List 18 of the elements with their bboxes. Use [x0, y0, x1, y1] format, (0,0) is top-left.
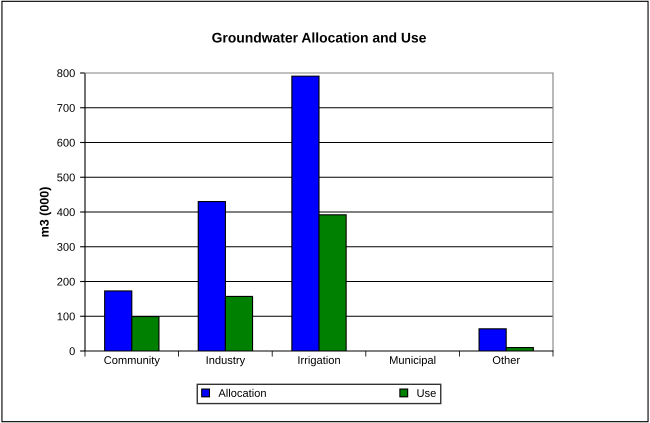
y-tick-label: 700	[57, 104, 75, 112]
y-tick-label: 600	[57, 138, 75, 147]
y-tick-label: 800	[57, 69, 75, 78]
y-tick-label: 300	[57, 243, 75, 251]
y-tick-label: 400	[56, 208, 75, 216]
y-tick-label: 100	[58, 312, 75, 320]
x-tick-label: Community	[104, 356, 160, 366]
legend-label: Use	[417, 389, 436, 397]
x-tick-label: Other	[492, 356, 520, 364]
x-tick-label: Industry	[206, 356, 246, 366]
x-tick-label: Municipal	[390, 356, 436, 366]
y-tick-label: 500	[57, 174, 75, 182]
y-tick-label: 200	[57, 278, 75, 286]
y-axis-title: m3 (000)	[40, 187, 52, 237]
y-tick-label: 0	[70, 347, 75, 356]
chart-title: Groundwater Allocation and Use	[212, 32, 426, 43]
x-tick-label: Irrigation	[298, 356, 340, 366]
legend-label: Allocation	[218, 388, 266, 397]
